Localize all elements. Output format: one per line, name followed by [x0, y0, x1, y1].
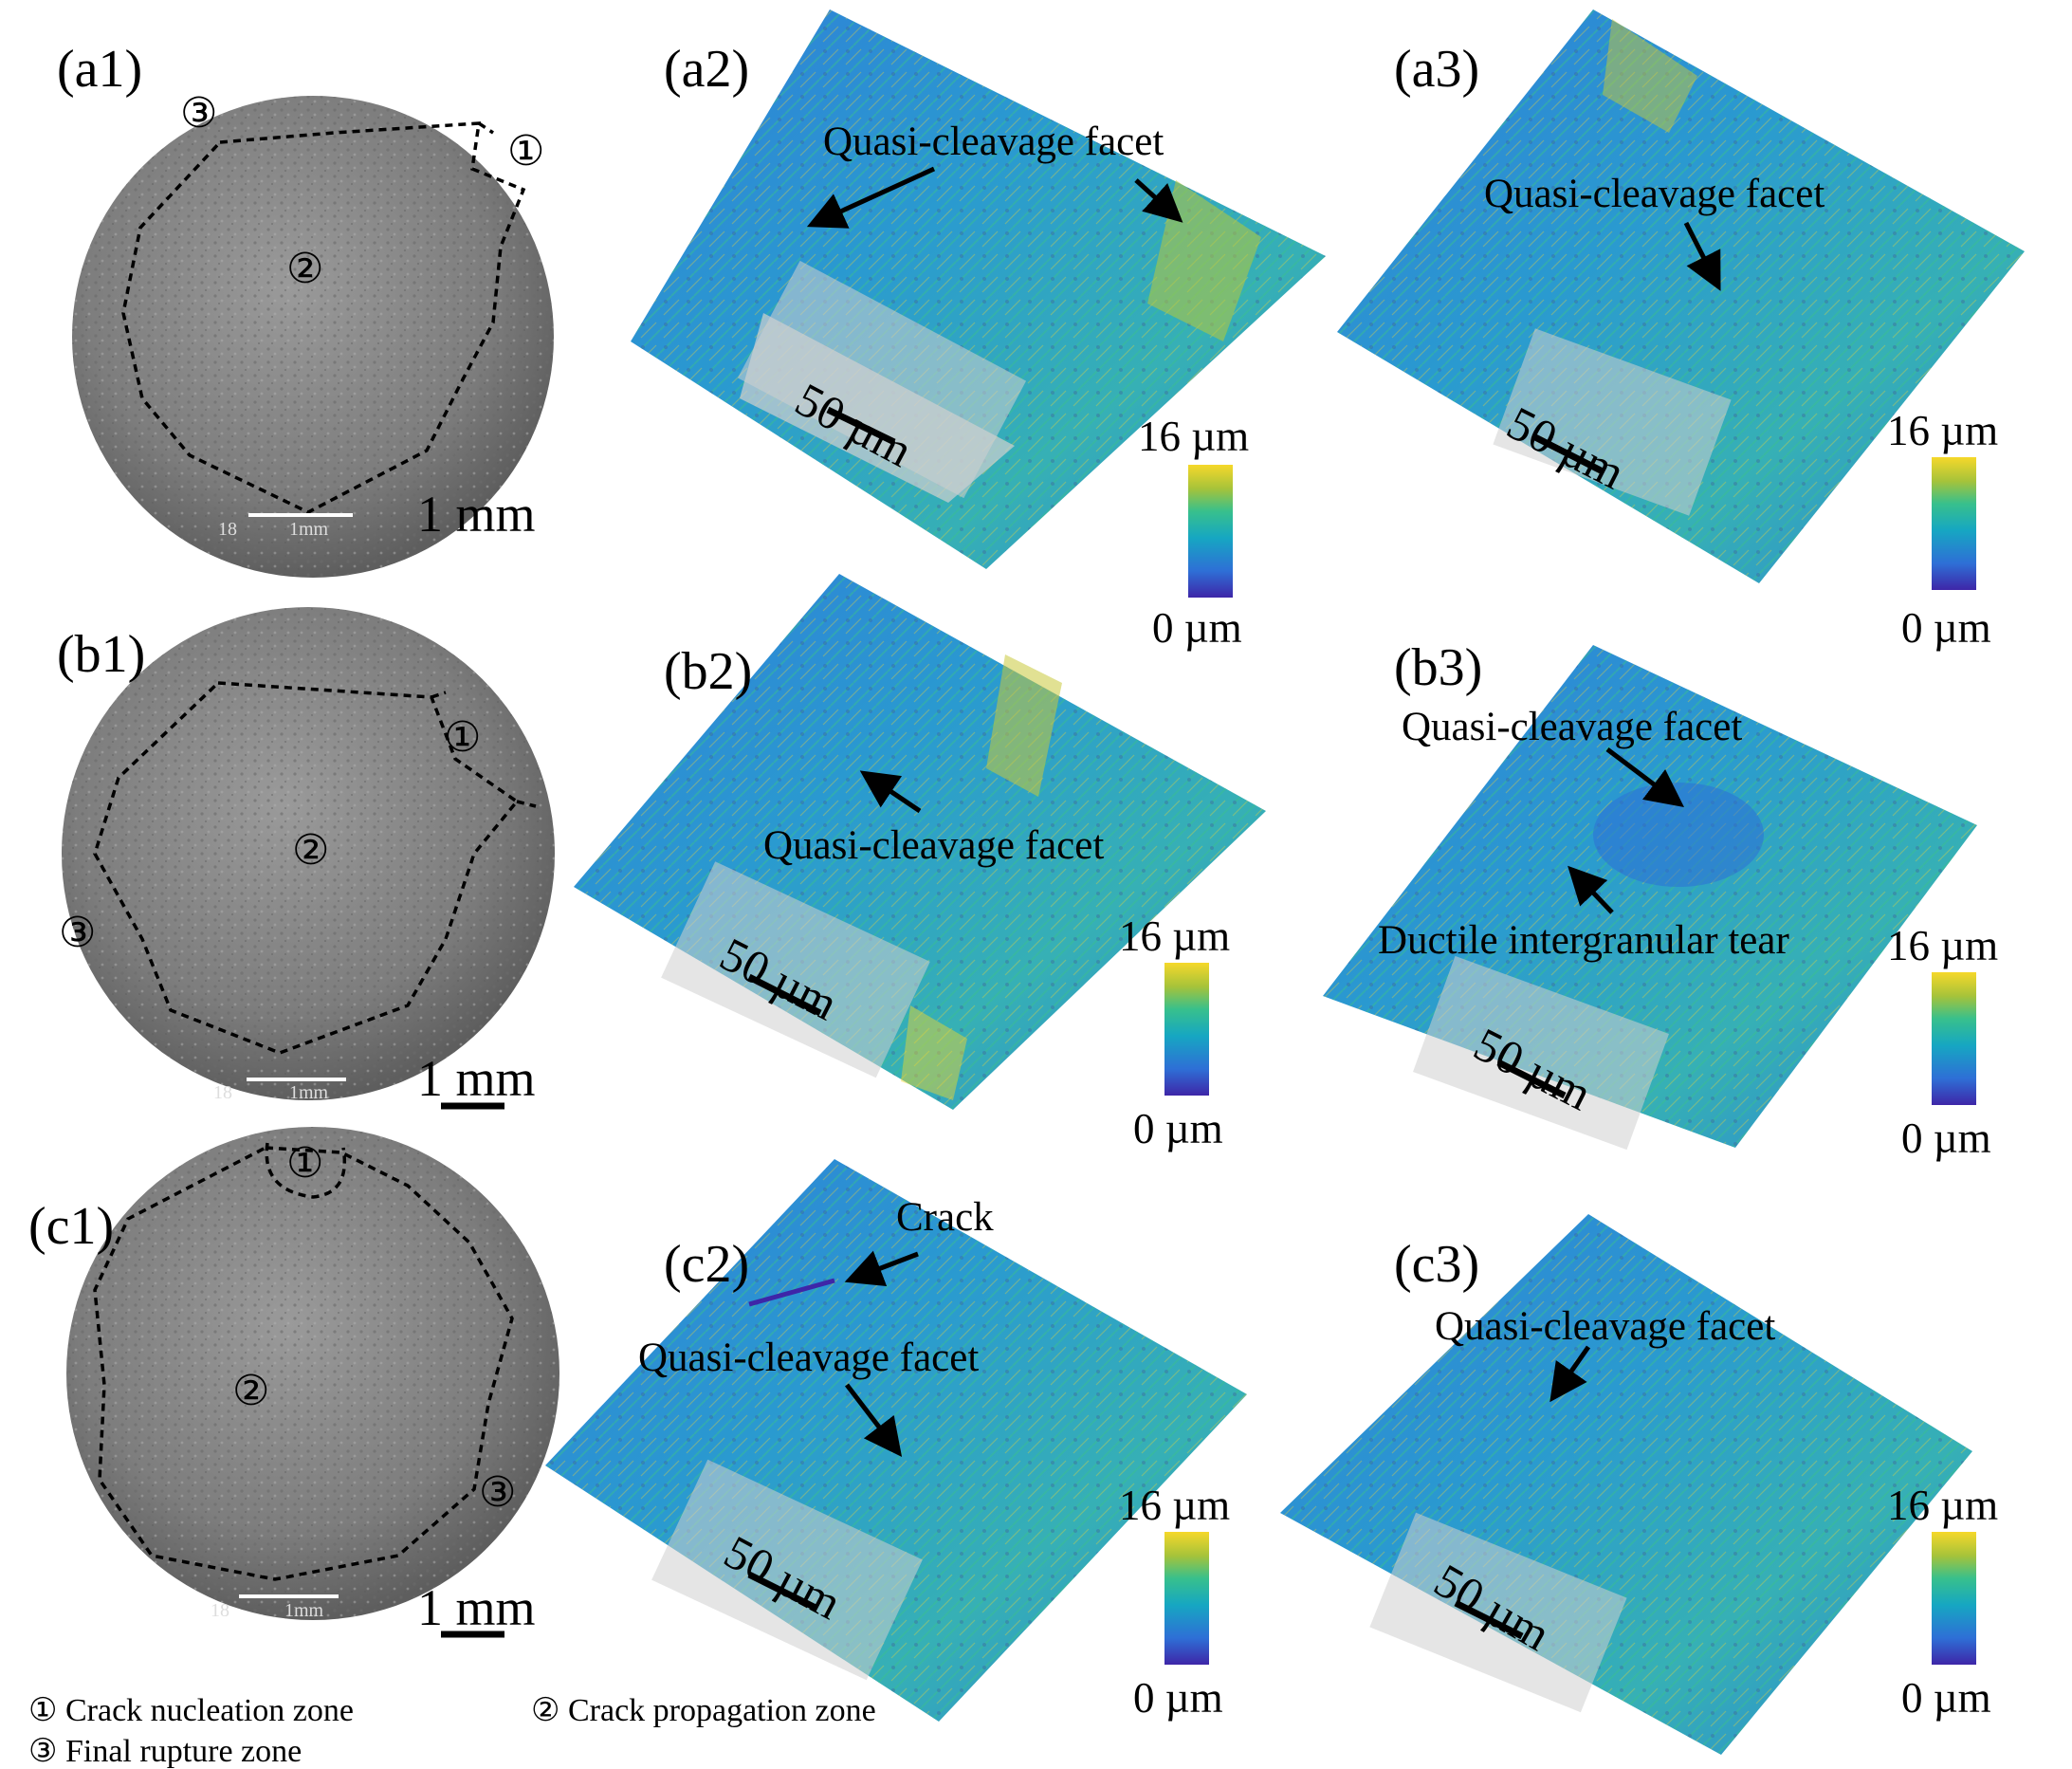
arrow-c2-facet: [845, 1383, 903, 1457]
map-scale-bar-a2: [826, 406, 896, 446]
colorbar-max-b3: 16 µm: [1887, 922, 1999, 969]
annotation-a3-facet: Quasi-cleavage facet: [1484, 172, 1825, 216]
colorbar-min-b3: 0 µm: [1901, 1115, 1991, 1162]
sem-id-b1: 18: [213, 1082, 232, 1103]
arrow-b2: [859, 770, 922, 814]
scale-label-c1: 1 mm: [417, 1579, 536, 1636]
map-scale-bar-c2: [747, 1571, 817, 1612]
sem-bar-text-a1: 1mm: [289, 519, 329, 540]
height-map-c2: [545, 1159, 1247, 1722]
panel-label-c2: (c2): [664, 1235, 750, 1294]
annotation-b3-facet: Quasi-cleavage facet: [1402, 705, 1743, 749]
colorbar-min-a2: 0 µm: [1152, 604, 1242, 652]
annotation-c2-crack: Crack: [896, 1195, 994, 1240]
colorbar-max-a3: 16 µm: [1887, 407, 1999, 454]
panel-label-c3: (c3): [1394, 1235, 1480, 1294]
panel-label-a3: (a3): [1394, 40, 1480, 99]
colorbar-max-a2: 16 µm: [1138, 413, 1250, 460]
legend-zone-3: ③ Final rupture zone: [28, 1734, 303, 1769]
panel-label-b1: (b1): [57, 625, 146, 684]
colorbar-c3: [1932, 1532, 1976, 1665]
zone-num-a1-2: ②: [286, 246, 324, 292]
colorbar-min-a3: 0 µm: [1901, 604, 1991, 652]
panel-label-c1: (c1): [28, 1197, 115, 1256]
zone-num-a1-3: ③: [180, 90, 218, 137]
map-scale-bar-c3: [1454, 1599, 1524, 1640]
annotation-a2-facet: Quasi-cleavage facet: [823, 120, 1164, 164]
colorbar-max-b2: 16 µm: [1119, 912, 1231, 960]
panel-label-b2: (b2): [664, 642, 753, 701]
annotation-c2-facet: Quasi-cleavage facet: [638, 1336, 980, 1380]
panel-label-a2: (a2): [664, 40, 750, 99]
colorbar-a3: [1932, 457, 1976, 590]
sem-image-b1: [62, 607, 555, 1110]
sem-image-c1: [66, 1127, 559, 1638]
height-map-a3: [1337, 9, 2025, 583]
legend-zone-1: ① Crack nucleation zone: [28, 1693, 354, 1728]
colorbar-min-c3: 0 µm: [1901, 1674, 1991, 1722]
arrow-c2-crack: [844, 1250, 919, 1286]
arrow-b3-tear: [1568, 865, 1614, 914]
arrow-a2-left: [806, 166, 936, 229]
colorbar-min-c2: 0 µm: [1133, 1674, 1223, 1722]
arrow-a3: [1683, 221, 1721, 291]
zone-num-b1-2: ②: [292, 827, 330, 874]
zone-boundary-c1: [93, 1146, 514, 1581]
height-map-c3: [1280, 1214, 1972, 1755]
scale-label-b1: 1 mm: [417, 1050, 536, 1107]
map-scale-bar-b2: [747, 973, 822, 1017]
zone-num-c1-1: ①: [286, 1140, 324, 1187]
height-map-a2: [631, 9, 1326, 569]
height-map-b3: [1323, 645, 1977, 1151]
colorbar-min-b2: 0 µm: [1133, 1105, 1223, 1152]
annotation-b2-facet: Quasi-cleavage facet: [763, 823, 1105, 868]
map-scale-bar-b3: [1496, 1059, 1567, 1099]
zone-boundary-b1: [93, 681, 520, 1055]
map-scale-bar-a3: [1531, 433, 1604, 475]
panel-label-b3: (b3): [1394, 638, 1483, 697]
nucleation-boundary-c1: [265, 1142, 346, 1199]
annotation-b3-tear: Ductile intergranular tear: [1378, 918, 1789, 963]
colorbar-c2: [1164, 1532, 1209, 1665]
annotation-c3-facet: Quasi-cleavage facet: [1435, 1304, 1776, 1349]
sem-id-c1: 18: [211, 1600, 229, 1621]
legend-zone-2: ② Crack propagation zone: [531, 1693, 876, 1728]
sem-image-a1: [72, 96, 554, 578]
colorbar-max-c2: 16 µm: [1119, 1482, 1231, 1529]
arrow-b3-facet: [1605, 747, 1684, 808]
colorbar-a2: [1188, 465, 1233, 598]
colorbar-b3: [1932, 972, 1976, 1105]
zone-num-b1-1: ①: [444, 714, 482, 761]
zone-num-b1-3: ③: [59, 910, 97, 956]
height-map-b2: [574, 574, 1266, 1110]
sem-id-a1: 18: [218, 519, 237, 540]
panel-label-a1: (a1): [57, 40, 143, 99]
scale-label-a1: 1 mm: [417, 486, 536, 543]
arrow-c3: [1549, 1345, 1591, 1403]
zone-num-c1-2: ②: [232, 1368, 270, 1414]
sem-bar-text-b1: 1mm: [289, 1082, 329, 1103]
colorbar-b2: [1164, 963, 1209, 1096]
arrow-a2-right: [1134, 178, 1183, 223]
zone-num-c1-3: ③: [479, 1469, 517, 1516]
colorbar-max-c3: 16 µm: [1887, 1482, 1999, 1529]
zone-num-a1-1: ①: [507, 128, 545, 175]
sem-bar-text-c1: 1mm: [284, 1600, 324, 1621]
zone-boundary-a1: [121, 121, 526, 514]
